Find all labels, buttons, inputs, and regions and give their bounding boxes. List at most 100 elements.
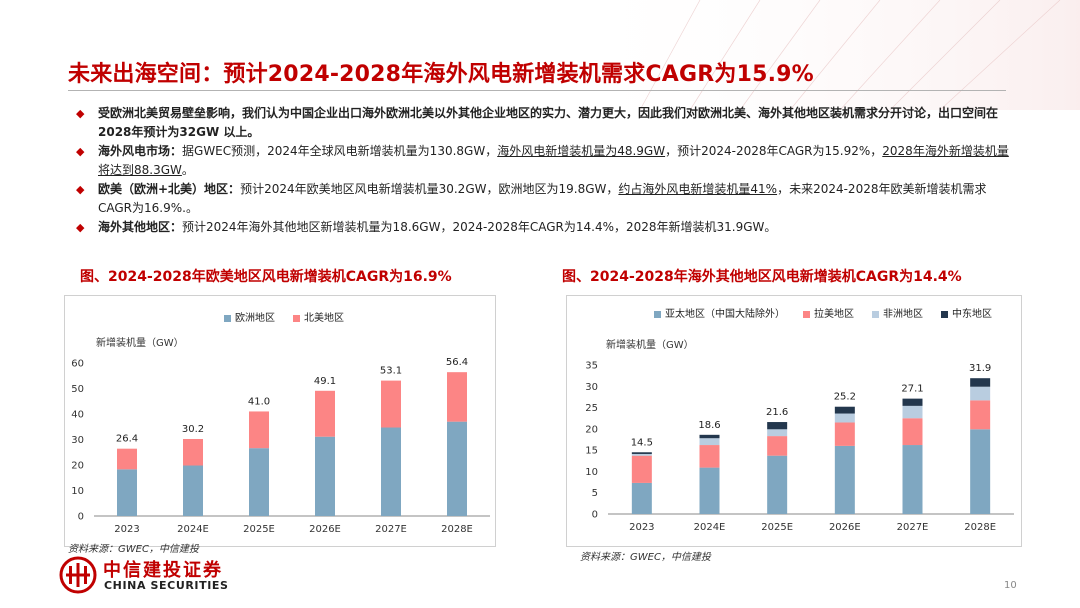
y-tick-label: 25 [585, 403, 598, 414]
chart-1-source: 资料来源：GWEC，中信建投 [68, 544, 199, 555]
x-tick-label: 2025E [761, 522, 793, 533]
bullet-text: 2028年海外新增装机量将达到88.3GW [98, 144, 1009, 177]
bullet-text: 受欧洲北美贸易壁垒影响，我们认为中国企业出口海外欧洲北美以外其他企业地区的实力、… [98, 106, 999, 139]
bar-segment [767, 455, 788, 514]
bullet-item: ◆ 欧美（欧洲+北美）地区：预计2024年欧美地区风电新增装机量30.2GW，欧洲… [74, 180, 1014, 218]
bar-segment [767, 436, 788, 456]
y-tick-label: 5 [592, 488, 598, 499]
x-tick-label: 2023 [629, 522, 654, 533]
bar-segment [767, 422, 788, 430]
x-tick-label: 2024E [177, 524, 209, 535]
bullet-diamond-icon: ◆ [76, 183, 85, 196]
bullet-heading: 海外风电市场： [98, 144, 183, 158]
bar-segment [631, 452, 652, 454]
bar-total-label: 14.5 [631, 437, 653, 448]
bullet-text: 预计2024年海外其他地区新增装机量为18.6GW，2024-2028年CAGR… [182, 220, 777, 234]
legend-item: 亚太地区（中国大陆除外） [654, 309, 785, 320]
bar-total-label: 18.6 [698, 420, 720, 431]
chart-2-title: 图、2024-2028年海外其他地区风电新增装机CAGR为14.4% [562, 269, 962, 285]
y-tick-label: 20 [71, 461, 84, 472]
bullet-list: ◆ 受欧洲北美贸易壁垒影响，我们认为中国企业出口海外欧洲北美以外其他企业地区的实力… [74, 104, 1014, 237]
bullet-text: 约占海外风电新增装机量41% [618, 182, 778, 196]
bullet-diamond-icon: ◆ [76, 145, 85, 158]
x-tick-label: 2027E [897, 522, 929, 533]
bar-segment [970, 429, 991, 514]
bar-segment [970, 400, 991, 430]
bar-total-label: 21.6 [766, 407, 788, 418]
page-number: 10 [1004, 580, 1017, 591]
bullet-text: ，预计2024-2028年CAGR为15.92%， [665, 144, 883, 158]
bar-segment [249, 411, 269, 449]
chart-1-unit-label: 新增装机量（GW） [96, 338, 184, 349]
bar-segment [117, 448, 137, 470]
legend-label: 欧洲地区 [235, 313, 275, 324]
legend-item: 拉美地区 [803, 309, 854, 320]
bar-total-label: 27.1 [901, 384, 923, 395]
legend-item: 非洲地区 [872, 309, 923, 320]
bar-segment [902, 418, 923, 446]
bullet-item: ◆ 受欧洲北美贸易壁垒影响，我们认为中国企业出口海外欧洲北美以外其他企业地区的实力… [74, 104, 1014, 142]
chart-2-source: 资料来源：GWEC，中信建投 [580, 552, 711, 563]
y-tick-label: 30 [585, 382, 598, 393]
y-tick-label: 60 [71, 359, 84, 370]
bar-segment [970, 378, 991, 387]
x-tick-label: 2024E [694, 522, 726, 533]
y-tick-label: 10 [585, 467, 598, 478]
bar-segment [902, 405, 923, 419]
bar-total-label: 41.0 [248, 396, 270, 407]
bullet-text: 。 [181, 163, 194, 177]
bullet-text: 据GWEC预测，2024年全球风电新增装机量为130.8GW， [182, 144, 498, 158]
x-tick-label: 2026E [309, 524, 341, 535]
y-tick-label: 40 [71, 410, 84, 421]
bar-segment [117, 469, 137, 516]
legend-swatch [941, 310, 948, 318]
bar-segment [315, 390, 335, 437]
bar-segment [381, 380, 401, 428]
legend-swatch [293, 314, 300, 322]
bar-segment [834, 445, 855, 514]
bullet-text: 预计2024年欧美地区风电新增装机量30.2GW，欧洲地区为19.8GW， [240, 182, 619, 196]
y-tick-label: 30 [71, 435, 84, 446]
legend-label: 中东地区 [952, 309, 992, 320]
chart-2-legend: 亚太地区（中国大陆除外） 拉美地区 非洲地区 中东地区 [654, 305, 1010, 320]
bar-segment [315, 436, 335, 516]
chart-2-plot: 0 5 10 15 20 25 30 35 14.5 2023 18.6 2024E 21.6 2025E… [585, 361, 1014, 533]
bar-total-label: 56.4 [446, 357, 468, 368]
y-tick-label: 20 [585, 424, 598, 435]
bullet-text: ，未来2024-2028年欧美新增装机需求CAGR为16.9%.。 [98, 182, 987, 215]
bar-segment [631, 482, 652, 514]
bar-segment [699, 445, 720, 468]
bar-segment [902, 445, 923, 514]
x-tick-label: 2026E [829, 522, 861, 533]
x-tick-label: 2028E [441, 524, 473, 535]
bar-total-label: 30.2 [182, 424, 204, 435]
bar-segment [249, 448, 269, 516]
y-tick-label: 35 [585, 361, 598, 372]
bar-segment [834, 413, 855, 423]
bullet-text: 海外风电新增装机量为48.9GW [497, 144, 666, 158]
bar-segment [699, 434, 720, 439]
page-title: 未来出海空间：预计2024-2028年海外风电新增装机需求CAGR为15.9% [68, 62, 814, 87]
bar-segment [970, 386, 991, 401]
bar-segment [767, 429, 788, 437]
brand-name-cn: 中信建投证券 [103, 560, 223, 581]
brand-name-en: CHINA SECURITIES [104, 579, 229, 592]
china-securities-logo-icon [59, 556, 97, 594]
bar-segment [631, 453, 652, 456]
legend-item: 中东地区 [941, 309, 992, 320]
legend-label: 北美地区 [304, 313, 344, 324]
bar-segment [183, 438, 203, 466]
bar-total-label: 26.4 [116, 434, 138, 445]
bullet-diamond-icon: ◆ [76, 221, 85, 234]
legend-label: 拉美地区 [814, 309, 854, 320]
bar-segment [699, 438, 720, 446]
legend-label: 非洲地区 [883, 309, 923, 320]
x-tick-label: 2023 [114, 524, 139, 535]
bar-total-label: 53.1 [380, 366, 402, 377]
bar-total-label: 49.1 [314, 376, 336, 387]
bar-segment [447, 421, 467, 516]
x-tick-label: 2028E [964, 522, 996, 533]
bar-segment [834, 422, 855, 446]
bar-segment [183, 465, 203, 516]
legend-item: 欧洲地区 [224, 313, 275, 324]
